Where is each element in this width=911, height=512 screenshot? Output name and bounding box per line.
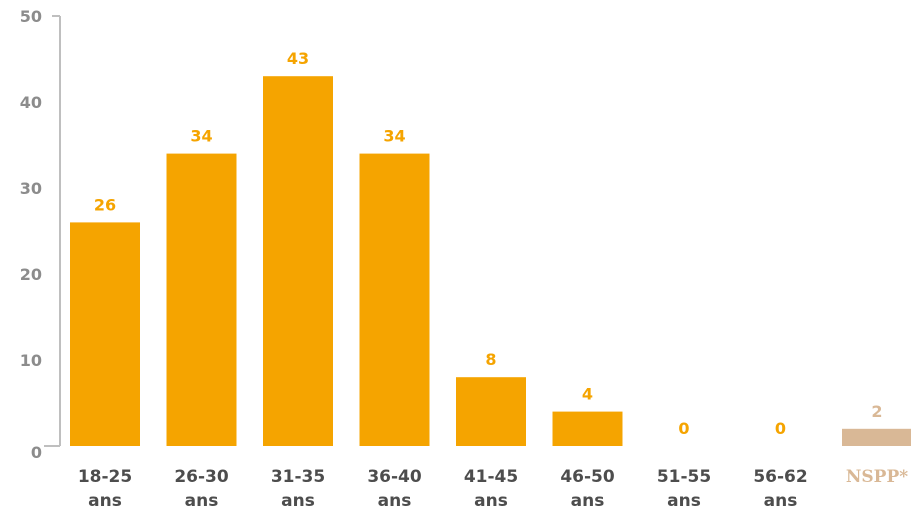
x-tick-label: 18-25: [78, 467, 132, 487]
data-label: 43: [287, 49, 309, 68]
data-label: 8: [485, 350, 496, 369]
y-tick-label: 50: [20, 7, 42, 26]
x-tick-label: 41-45: [464, 467, 518, 487]
data-label: 4: [582, 385, 593, 404]
data-label: 26: [94, 195, 116, 214]
bar: [552, 411, 623, 446]
bar: [359, 153, 430, 446]
data-label: 34: [383, 127, 405, 146]
x-tick-label: 26-30: [174, 467, 229, 487]
x-tick-label: NSPP*: [846, 467, 908, 487]
x-tick-label: ans: [571, 491, 605, 511]
data-label: 0: [678, 419, 689, 438]
y-axis-ticks: 0 10 20 30 40 50: [20, 7, 42, 462]
x-tick-label: ans: [667, 491, 701, 511]
bar: [70, 222, 140, 446]
bars-group: [70, 76, 911, 446]
x-tick-label: 46-50: [560, 467, 615, 487]
x-tick-label: 51-55: [657, 467, 711, 487]
data-label: 2: [871, 402, 882, 421]
x-tick-label: ans: [281, 491, 315, 511]
bar: [456, 377, 526, 446]
x-tick-label: ans: [764, 491, 798, 511]
x-axis-categories: 18-25 ans 26-30 ans 31-35 ans 36-40 ans 41-45 ans…: [78, 467, 908, 511]
data-labels-group: 26 34 43 34 8 4 0 0 2: [94, 49, 883, 438]
x-tick-label: ans: [378, 491, 412, 511]
y-tick-label: 20: [20, 265, 42, 284]
x-tick-label: ans: [185, 491, 219, 511]
bar: [842, 428, 911, 446]
y-tick-label: 40: [20, 93, 42, 112]
x-tick-label: ans: [88, 491, 122, 511]
x-tick-label: 31-35: [271, 467, 325, 487]
data-label: 34: [190, 127, 212, 146]
y-tick-label: 0: [31, 443, 42, 462]
x-tick-label: 56-62: [753, 467, 807, 487]
y-tick-label: 30: [20, 179, 42, 198]
bar: [263, 76, 333, 446]
x-tick-label: 36-40: [367, 467, 422, 487]
bar: [166, 153, 237, 446]
x-tick-label: ans: [474, 491, 508, 511]
chart-axes: [44, 15, 61, 447]
data-label: 0: [775, 419, 786, 438]
y-tick-label: 10: [20, 351, 42, 370]
